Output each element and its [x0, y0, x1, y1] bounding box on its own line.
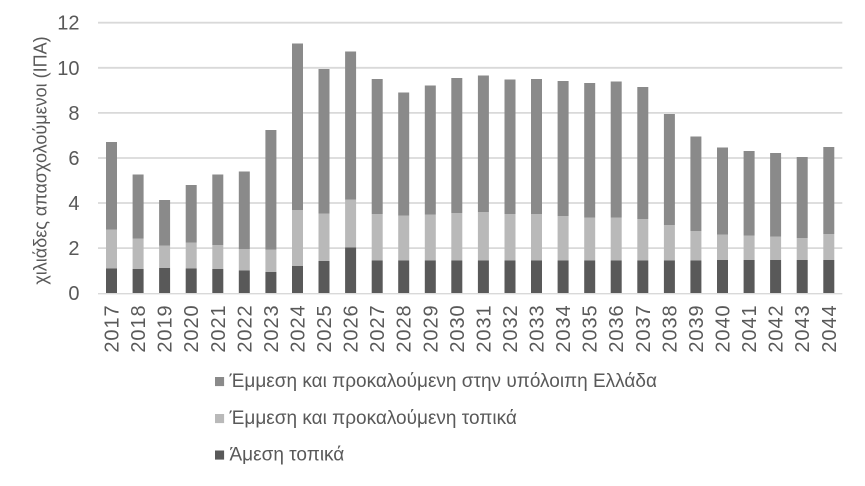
svg-text:2020: 2020	[181, 305, 203, 353]
svg-text:2032: 2032	[500, 305, 522, 353]
svg-text:2025: 2025	[314, 305, 336, 353]
svg-text:2040: 2040	[713, 305, 735, 353]
svg-text:2035: 2035	[580, 305, 602, 353]
svg-text:2017: 2017	[102, 305, 124, 353]
svg-text:2036: 2036	[606, 305, 628, 353]
svg-text:4: 4	[68, 193, 79, 215]
svg-text:2018: 2018	[128, 305, 150, 353]
svg-text:2024: 2024	[288, 305, 310, 353]
svg-text:2: 2	[68, 238, 79, 260]
svg-text:2042: 2042	[766, 305, 788, 353]
svg-text:2033: 2033	[527, 305, 549, 353]
svg-text:2028: 2028	[394, 305, 416, 353]
svg-text:2019: 2019	[155, 305, 177, 353]
svg-text:6: 6	[68, 148, 79, 170]
svg-text:Έμμεση και προκαλούμενη στην υ: Έμμεση και προκαλούμενη στην υπόλοιπη Ελ…	[229, 371, 657, 392]
svg-text:2031: 2031	[473, 305, 495, 353]
svg-text:2029: 2029	[420, 305, 442, 353]
svg-text:χιλιάδες απασχολούμενοι (ΙΠΑ): χιλιάδες απασχολούμενοι (ΙΠΑ)	[31, 36, 51, 284]
svg-text:2038: 2038	[659, 305, 681, 353]
svg-text:2044: 2044	[819, 305, 841, 353]
svg-text:12: 12	[57, 13, 79, 35]
svg-text:Έμμεση και προκαλούμενη τοπικά: Έμμεση και προκαλούμενη τοπικά	[229, 408, 517, 429]
svg-text:8: 8	[68, 103, 79, 125]
svg-text:0: 0	[68, 283, 79, 305]
svg-text:2039: 2039	[686, 305, 708, 353]
svg-text:2030: 2030	[447, 305, 469, 353]
svg-text:10: 10	[57, 58, 79, 80]
svg-text:2023: 2023	[261, 305, 283, 353]
svg-text:Άμεση τοπικά: Άμεση τοπικά	[230, 445, 345, 466]
svg-text:2026: 2026	[341, 305, 363, 353]
svg-text:2021: 2021	[208, 305, 230, 353]
svg-text:2041: 2041	[739, 305, 761, 353]
svg-text:2027: 2027	[367, 305, 389, 353]
svg-text:2043: 2043	[792, 305, 814, 353]
svg-text:2037: 2037	[633, 305, 655, 353]
svg-text:2034: 2034	[553, 305, 575, 353]
svg-text:2022: 2022	[234, 305, 256, 353]
